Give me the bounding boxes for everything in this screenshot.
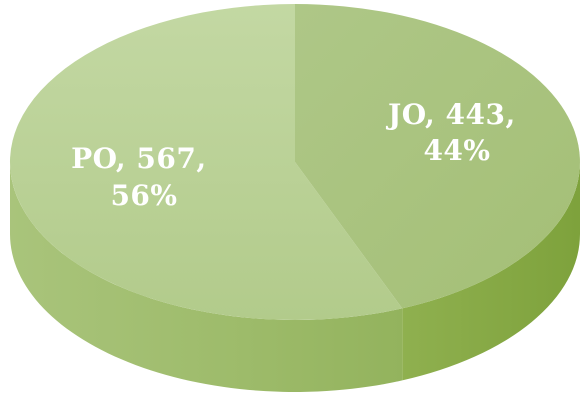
pie-slice-po: [9, 3, 403, 320]
pie-side-po: [10, 162, 403, 392]
pie-top-faces: [9, 3, 580, 320]
data-label-po: PO, 567, 56%: [71, 142, 217, 212]
data-label-jo: JO, 443, 44%: [385, 98, 526, 167]
data-label-po-line2: 56%: [110, 179, 177, 212]
pie-slice-jo: [295, 4, 580, 309]
pie-side-jo: [402, 162, 580, 381]
data-label-po-line1: PO, 567,: [71, 142, 207, 175]
pie-side-walls: [10, 162, 580, 392]
data-label-jo-line2: 44%: [423, 134, 490, 167]
data-label-jo-line1: JO, 443,: [385, 98, 516, 131]
